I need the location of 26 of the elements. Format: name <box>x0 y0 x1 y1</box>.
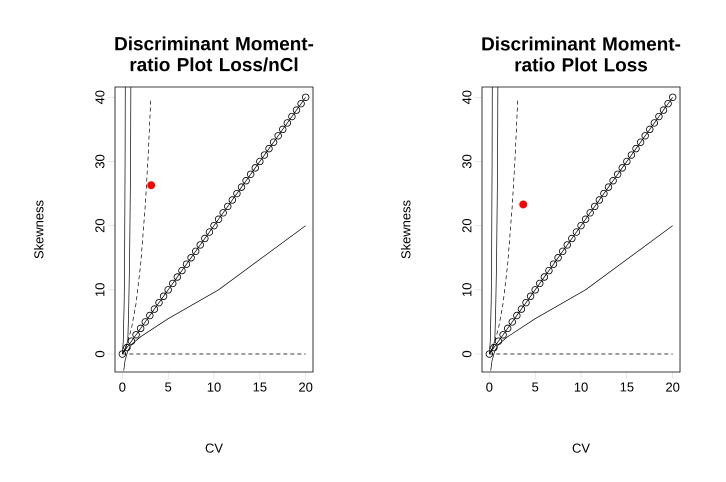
x-tick-label: 0 <box>486 382 492 392</box>
x-axis-title: CV <box>206 444 223 453</box>
y-tick-label: 30 <box>95 154 104 168</box>
x-tick-label: 10 <box>208 382 221 392</box>
chart-title: Discriminant Moment-ratio Plot Loss <box>482 36 680 72</box>
x-tick-label: 10 <box>574 382 588 392</box>
y-axis-title: Skewness <box>400 200 410 258</box>
x-tick-label: 5 <box>165 382 172 392</box>
chart-title: Discriminant Moment-ratio Plot Loss/nCl <box>115 36 314 72</box>
y-tick-label: 0 <box>462 350 472 358</box>
y-tick-label: 0 <box>95 350 104 358</box>
x-tick-label: 20 <box>666 382 680 392</box>
y-tick-label: 30 <box>462 154 472 168</box>
y-tick-label: 20 <box>462 218 472 232</box>
x-tick-label: 5 <box>532 382 538 392</box>
x-tick-label: 0 <box>119 382 126 392</box>
x-tick-label: 15 <box>620 382 634 392</box>
x-tick-label: 15 <box>254 382 266 392</box>
y-tick-label: 40 <box>462 90 472 104</box>
y-tick-label: 10 <box>95 283 104 296</box>
y-tick-label: 40 <box>95 90 104 104</box>
y-tick-label: 10 <box>462 283 472 296</box>
y-tick-label: 20 <box>95 218 104 232</box>
x-axis-title: CV <box>572 444 590 453</box>
y-axis-title: Skewness <box>34 200 44 258</box>
x-tick-label: 20 <box>299 382 312 392</box>
